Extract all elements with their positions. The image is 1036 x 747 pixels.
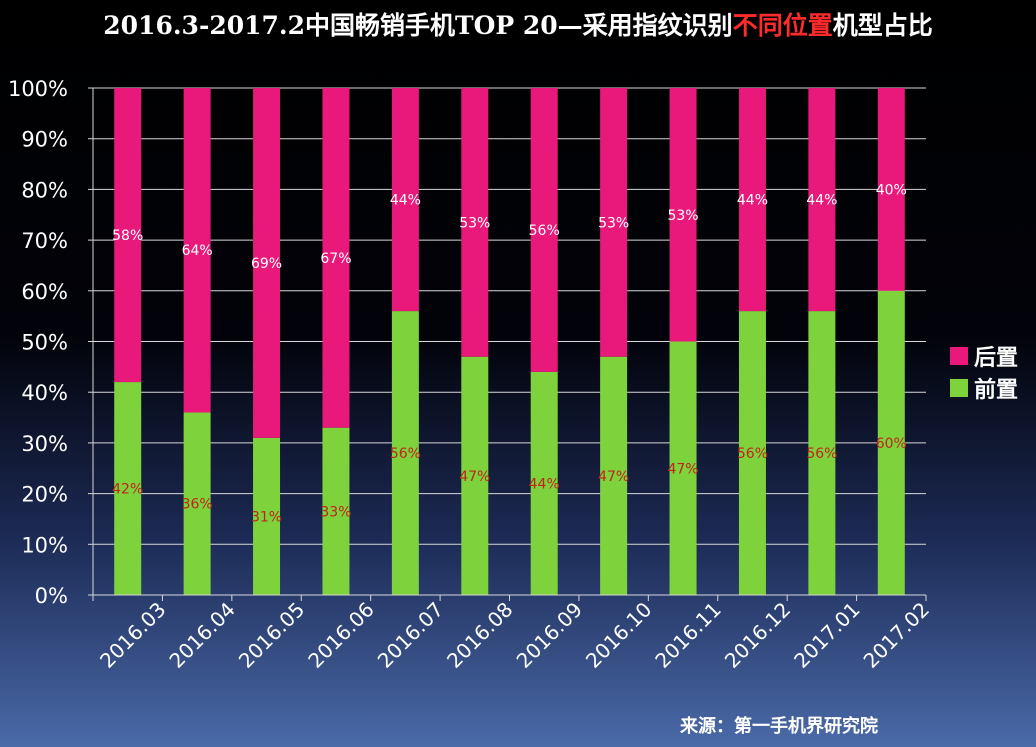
source-note: 来源：第一手机界研究院 bbox=[680, 716, 878, 737]
data-label-front: 56% bbox=[806, 446, 837, 462]
data-label-rear: 69% bbox=[251, 256, 282, 272]
bar-front bbox=[669, 341, 697, 595]
data-label-front: 56% bbox=[390, 446, 421, 462]
y-tick-label: 60% bbox=[21, 280, 68, 304]
bar-rear bbox=[461, 88, 489, 357]
title-highlight: 不同位置 bbox=[732, 11, 833, 40]
bar-rear bbox=[738, 88, 766, 312]
y-tick-label: 70% bbox=[21, 229, 68, 253]
bar-front bbox=[461, 356, 489, 595]
data-label-front: 42% bbox=[112, 482, 143, 498]
bar-rear bbox=[530, 88, 558, 372]
x-tick-label: 2016.09 bbox=[512, 597, 587, 672]
legend-item-rear: 后置 bbox=[950, 343, 1019, 371]
data-label-rear: 40% bbox=[876, 182, 907, 198]
bar-rear bbox=[877, 88, 905, 291]
x-tick-label: 2017.02 bbox=[859, 597, 934, 672]
x-tick-label: 2016.12 bbox=[720, 597, 795, 672]
bar-rear bbox=[391, 88, 419, 312]
legend: 后置 前置 bbox=[950, 343, 1018, 407]
legend-swatch-rear bbox=[950, 347, 968, 365]
data-label-front: 47% bbox=[598, 469, 629, 485]
x-tick-label: 2017.01 bbox=[789, 597, 864, 672]
bar-front bbox=[391, 311, 419, 595]
bar-rear bbox=[114, 88, 142, 383]
y-tick-label: 0% bbox=[35, 584, 68, 608]
data-label-rear: 44% bbox=[390, 193, 421, 209]
x-tick-label: 2016.08 bbox=[442, 597, 517, 672]
data-label-front: 31% bbox=[251, 509, 282, 525]
data-label-front: 33% bbox=[320, 504, 351, 520]
data-label-front: 36% bbox=[182, 497, 213, 513]
x-tick-label: 2016.05 bbox=[234, 597, 309, 672]
bar-front bbox=[738, 311, 766, 595]
data-label-rear: 53% bbox=[667, 208, 698, 224]
data-labels: 42% 58% 36% 64% 31% 69% 33% 67% 56% 44% 47% 53% 44% 5… bbox=[112, 182, 907, 525]
legend-label-rear: 后置 bbox=[974, 346, 1019, 371]
bar-rear bbox=[183, 88, 211, 413]
data-label-rear: 53% bbox=[598, 215, 629, 231]
bar-rear bbox=[669, 88, 697, 342]
y-tick-label: 50% bbox=[21, 331, 68, 355]
data-label-rear: 58% bbox=[112, 228, 143, 244]
x-tick-label: 2016.03 bbox=[95, 597, 170, 672]
data-label-front: 56% bbox=[737, 446, 768, 462]
data-label-front: 60% bbox=[876, 436, 907, 452]
y-tick-label: 90% bbox=[21, 128, 68, 152]
x-tick-label: 2016.11 bbox=[650, 597, 725, 672]
chart-title: 2016.3-2017.2中国畅销手机TOP 20—采用指纹识别不同位置机型占比 bbox=[0, 6, 1036, 42]
x-tick-label: 2016.04 bbox=[164, 597, 239, 672]
data-label-rear: 56% bbox=[529, 223, 560, 239]
bar-front bbox=[877, 290, 905, 595]
data-label-front: 47% bbox=[667, 461, 698, 477]
data-label-rear: 67% bbox=[320, 251, 351, 267]
bar-front bbox=[322, 427, 350, 595]
bar-rear bbox=[600, 88, 628, 357]
data-label-rear: 53% bbox=[459, 215, 490, 231]
bar-rear bbox=[322, 88, 350, 428]
bar-front bbox=[530, 371, 558, 595]
y-tick-label: 30% bbox=[21, 432, 68, 456]
bar-front bbox=[253, 437, 281, 595]
bar-front bbox=[114, 382, 142, 595]
legend-swatch-front bbox=[950, 379, 968, 397]
title-part-1: 2016.3-2017.2中国畅销手机TOP 20—采用指纹识别 bbox=[103, 11, 733, 40]
bar-rear bbox=[808, 88, 836, 312]
legend-item-front: 前置 bbox=[950, 375, 1019, 403]
gridlines bbox=[93, 87, 926, 545]
data-label-rear: 44% bbox=[806, 193, 837, 209]
bar-rear bbox=[253, 88, 281, 438]
bars bbox=[114, 88, 905, 595]
data-label-rear: 44% bbox=[737, 193, 768, 209]
x-tick-label: 2016.06 bbox=[303, 597, 378, 672]
bar-front bbox=[600, 356, 628, 595]
bar-front bbox=[183, 412, 211, 595]
data-label-front: 44% bbox=[529, 476, 560, 492]
y-tick-label: 80% bbox=[21, 178, 68, 202]
y-tick-label: 100% bbox=[8, 77, 68, 101]
data-label-rear: 64% bbox=[182, 243, 213, 259]
bar-front bbox=[808, 311, 836, 595]
x-tick-label: 2016.07 bbox=[373, 597, 448, 672]
y-tick-label: 10% bbox=[21, 533, 68, 557]
y-tick-label: 20% bbox=[21, 483, 68, 507]
title-part-2: 机型占比 bbox=[832, 11, 933, 40]
data-label-front: 47% bbox=[459, 469, 490, 485]
legend-label-front: 前置 bbox=[974, 378, 1019, 403]
x-tick-label: 2016.10 bbox=[581, 597, 656, 672]
y-tick-label: 40% bbox=[21, 381, 68, 405]
